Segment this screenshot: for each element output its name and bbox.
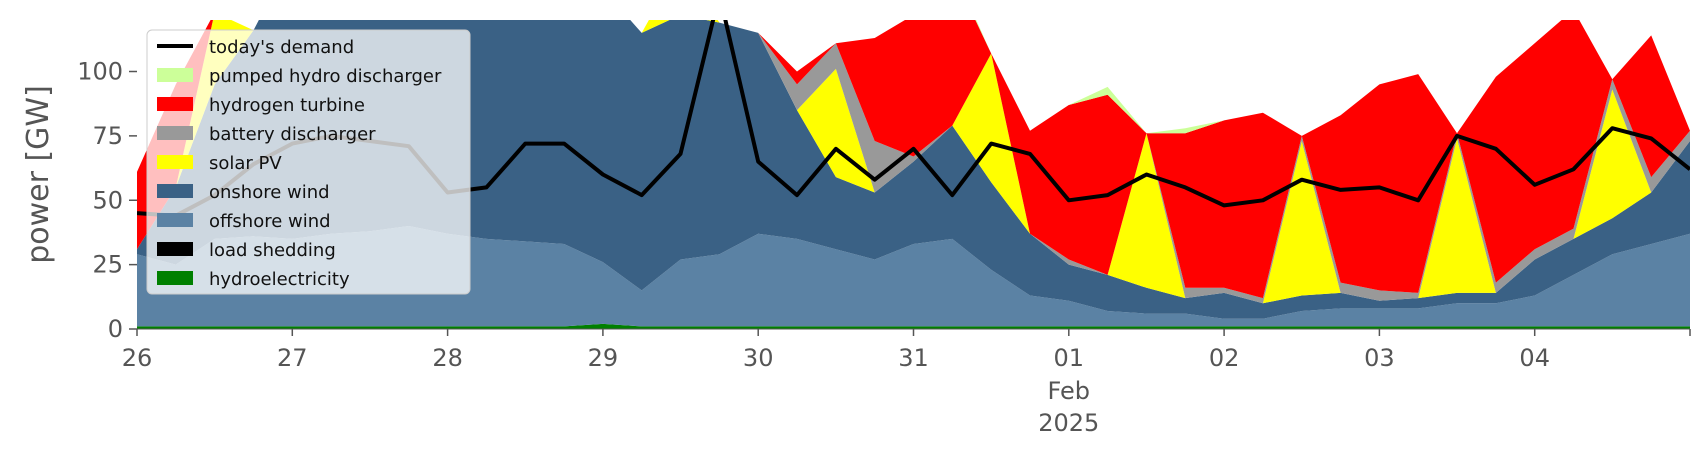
x-tick-label: 28	[432, 344, 463, 372]
axes: 0 25 50 75 100 26 27 28 29 30 31 01 02 03 04 Feb 2025	[77, 58, 1691, 437]
legend-label-onshore-wind: onshore wind	[209, 182, 330, 203]
legend-label-hydrogen-turbine: hydrogen turbine	[209, 95, 365, 116]
legend-swatch-hydroelectricity	[157, 271, 193, 285]
x-tick-label: 27	[277, 344, 308, 372]
legend-swatch-onshore-wind	[157, 184, 193, 198]
area-offshore-wind	[137, 226, 1690, 327]
x-tick-label: 04	[1519, 344, 1550, 372]
y-tick-label: 25	[92, 251, 123, 279]
x-tick-label: 31	[898, 344, 929, 372]
legend-swatch-load-shedding	[157, 242, 193, 256]
x-tick-sublabel: Feb	[1048, 377, 1091, 405]
y-tick-label: 0	[108, 315, 123, 343]
legend-label-solar-pv: solar PV	[209, 153, 282, 174]
legend-box	[146, 29, 471, 295]
area-hydrogen-turbine	[137, 20, 1690, 299]
x-tick-label: 03	[1364, 344, 1395, 372]
legend-swatch-offshore-wind	[157, 213, 193, 227]
x-tick-label: 29	[588, 344, 619, 372]
y-tick-label: 75	[92, 122, 123, 150]
y-axis-title: power [GW]	[21, 85, 56, 264]
legend-swatch-solar-pv	[157, 155, 193, 169]
x-tick-label: 26	[122, 344, 153, 372]
x-tick-label: 01	[1054, 344, 1085, 372]
area-hydroelectricity	[137, 323, 1690, 329]
legend-swatch-pumped-hydro-discharger	[157, 68, 193, 82]
y-tick-label: 50	[92, 186, 123, 214]
y-tick-label: 100	[77, 58, 123, 86]
legend-label-battery-discharger: battery discharger	[209, 124, 376, 145]
legend-label-today-s-demand: today's demand	[209, 37, 354, 58]
legend-label-load-shedding: load shedding	[209, 240, 336, 261]
legend-swatch-hydrogen-turbine	[157, 97, 193, 111]
x-tick-sublabel: 2025	[1038, 409, 1099, 437]
x-tick-label: 30	[743, 344, 774, 372]
x-tick-label: 02	[1209, 344, 1240, 372]
stacked-areas	[137, 20, 1690, 329]
legend-label-offshore-wind: offshore wind	[209, 211, 331, 232]
legend-label-hydroelectricity: hydroelectricity	[209, 269, 350, 290]
legend-swatch-battery-discharger	[157, 126, 193, 140]
area-onshore-wind	[137, 20, 1690, 319]
legend: today's demand pumped hydro discharger hyd…	[146, 29, 471, 295]
legend-label-pumped-hydro-discharger: pumped hydro discharger	[209, 66, 442, 87]
area-solar-pv	[137, 20, 1690, 304]
